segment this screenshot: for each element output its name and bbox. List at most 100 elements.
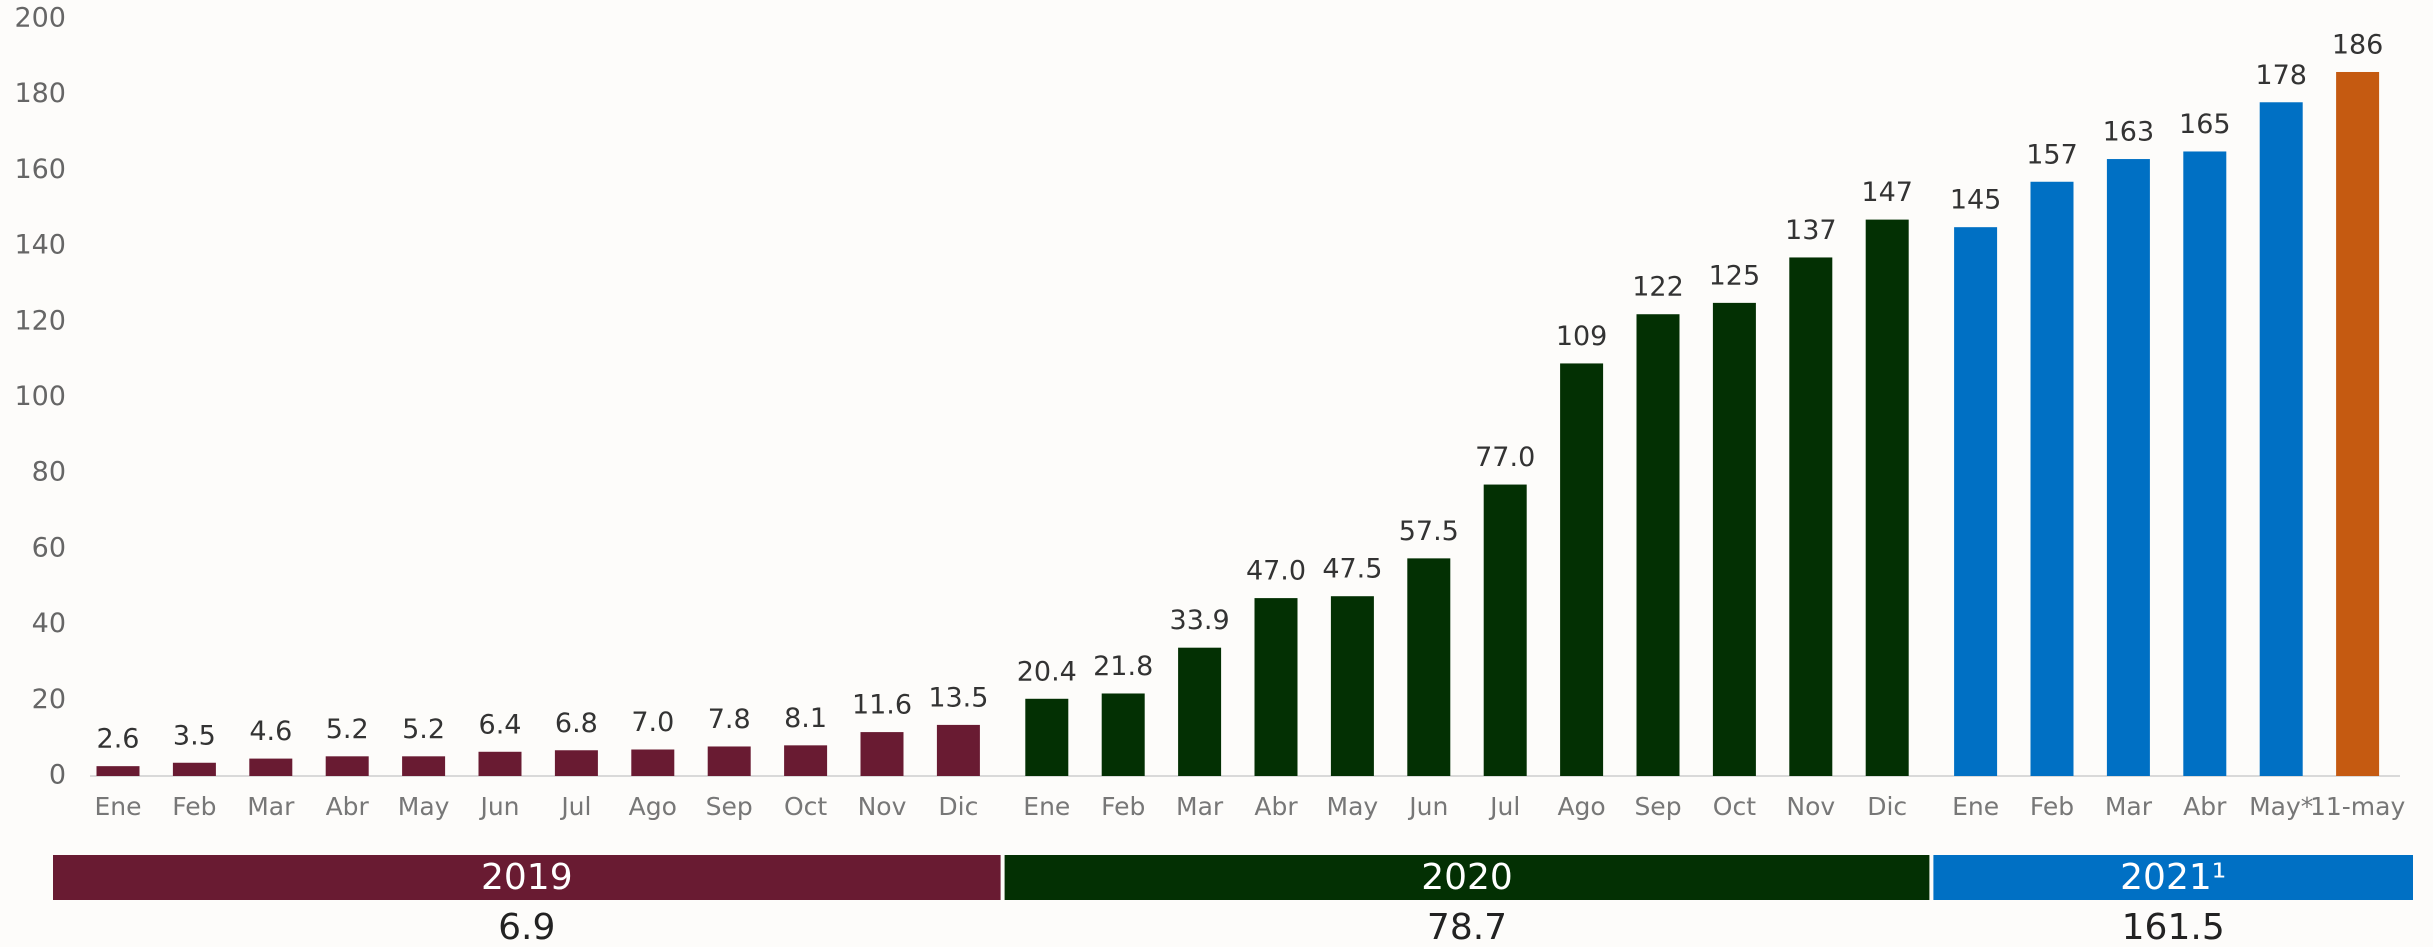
y-tick-label: 140 [14, 230, 66, 261]
year-summary: 78.7 [1427, 907, 1507, 947]
value-label: 145 [1950, 185, 2002, 216]
value-label: 137 [1785, 215, 1837, 246]
value-label: 33.9 [1170, 605, 1230, 636]
value-label: 77.0 [1475, 442, 1535, 473]
bar [2031, 182, 2074, 776]
value-label: 57.5 [1399, 516, 1459, 547]
value-label: 6.4 [479, 709, 522, 740]
y-tick-label: 160 [14, 154, 66, 185]
value-label: 157 [2026, 139, 2078, 170]
value-label: 109 [1556, 321, 1608, 352]
value-label: 13.5 [928, 682, 988, 713]
x-tick-label: 11-may [2310, 792, 2406, 821]
value-label: 2.6 [97, 724, 140, 755]
value-label: 4.6 [249, 716, 292, 747]
bar [1560, 363, 1603, 776]
bar [479, 752, 522, 776]
y-tick-label: 0 [49, 760, 66, 791]
bar [708, 746, 751, 776]
bar [249, 759, 292, 776]
y-tick-label: 100 [14, 381, 66, 412]
bar [1255, 598, 1298, 776]
x-tick-label: Abr [2183, 792, 2227, 821]
x-tick-label: May [1327, 792, 1379, 821]
x-tick-label: Nov [1786, 792, 1835, 821]
bar [1407, 558, 1450, 776]
bar [1331, 596, 1374, 776]
bar [555, 750, 598, 776]
x-tick-label: Ene [1023, 792, 1070, 821]
x-tick-label: Mar [1176, 792, 1224, 821]
bar [2183, 151, 2226, 776]
x-tick-label: Jul [1488, 792, 1520, 821]
value-label: 122 [1632, 272, 1684, 303]
y-tick-label: 180 [14, 78, 66, 109]
bar [1025, 699, 1068, 776]
value-label: 47.5 [1322, 554, 1382, 585]
bar [173, 763, 216, 776]
x-tick-label: Dic [1867, 792, 1907, 821]
value-label: 7.0 [631, 707, 674, 738]
x-tick-label: Sep [706, 792, 753, 821]
x-tick-label: Ago [629, 792, 677, 821]
x-tick-label: Feb [2030, 792, 2074, 821]
value-label: 6.8 [555, 708, 598, 739]
y-tick-label: 20 [32, 684, 66, 715]
value-label: 147 [1861, 177, 1913, 208]
value-label: 11.6 [852, 690, 912, 721]
bar [2107, 159, 2150, 776]
y-tick-label: 80 [32, 457, 66, 488]
x-tick-label: Sep [1634, 792, 1681, 821]
bar [326, 756, 369, 776]
bar [1637, 314, 1680, 776]
x-tick-label: Mar [247, 792, 295, 821]
x-tick-label: May* [2249, 792, 2313, 821]
x-tick-label: Oct [1713, 792, 1756, 821]
bar [861, 732, 904, 776]
value-label: 125 [1709, 260, 1761, 291]
y-tick-label: 40 [32, 608, 66, 639]
bar [1484, 485, 1527, 776]
bar [631, 750, 674, 776]
x-tick-label: Nov [858, 792, 907, 821]
x-tick-label: Feb [172, 792, 216, 821]
y-tick-label: 60 [32, 532, 66, 563]
bar [1713, 303, 1756, 776]
x-tick-label: Jul [559, 792, 591, 821]
bar [1954, 227, 1997, 776]
bar [1789, 257, 1832, 776]
x-tick-label: May [398, 792, 450, 821]
x-tick-label: Ene [94, 792, 141, 821]
bar [1178, 648, 1221, 776]
year-label: 2019 [481, 857, 573, 898]
bar [1102, 693, 1145, 776]
value-label: 5.2 [326, 714, 369, 745]
value-label: 20.4 [1017, 656, 1077, 687]
value-label: 7.8 [708, 704, 751, 735]
bar [937, 725, 980, 776]
x-tick-label: Abr [1254, 792, 1298, 821]
bar [1866, 220, 1909, 776]
value-label: 163 [2103, 117, 2155, 148]
year-label: 2020 [1421, 857, 1513, 898]
value-label: 47.0 [1246, 556, 1306, 587]
value-label: 5.2 [402, 714, 445, 745]
x-tick-label: Jun [1407, 792, 1448, 821]
x-tick-label: Oct [784, 792, 827, 821]
x-tick-label: Ago [1557, 792, 1605, 821]
value-label: 186 [2332, 29, 2384, 60]
year-label: 2021¹ [2120, 857, 2226, 898]
value-label: 165 [2179, 109, 2231, 140]
bar [2260, 102, 2303, 776]
value-label: 178 [2255, 60, 2307, 91]
x-tick-label: Ene [1952, 792, 1999, 821]
x-tick-label: Feb [1101, 792, 1145, 821]
value-label: 3.5 [173, 720, 216, 751]
year-summary: 6.9 [498, 907, 555, 947]
x-tick-label: Mar [2105, 792, 2153, 821]
x-tick-label: Jun [478, 792, 519, 821]
y-tick-label: 120 [14, 305, 66, 336]
value-label: 21.8 [1093, 651, 1153, 682]
year-summary: 161.5 [2122, 907, 2225, 947]
x-tick-label: Dic [938, 792, 978, 821]
